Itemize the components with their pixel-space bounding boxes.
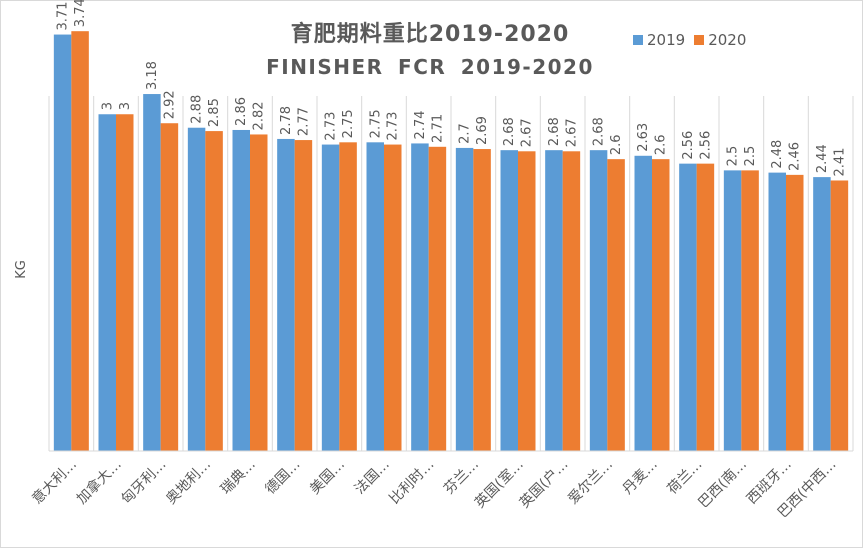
x-tick-label: 比利时…	[387, 457, 438, 508]
data-label-2020: 2.46	[788, 142, 803, 171]
bar-2020	[607, 159, 625, 451]
bar-2020	[831, 180, 849, 451]
data-label-2020: 2.67	[564, 118, 579, 147]
bar-2019	[367, 142, 385, 451]
data-label-2020: 2.92	[162, 90, 177, 119]
x-tick-label: 丹麦…	[620, 457, 661, 498]
bar-2020	[473, 149, 491, 451]
data-label-2019: 2.44	[815, 144, 830, 173]
bar-2020	[429, 147, 447, 451]
bar-2019	[322, 145, 340, 451]
bar-2019	[188, 128, 206, 451]
bar-2020	[563, 151, 581, 451]
bar-2019	[679, 164, 697, 451]
bar-2020	[697, 164, 715, 451]
data-label-2020: 2.41	[832, 148, 847, 177]
data-label-2020: 2.56	[698, 131, 713, 160]
bar-2019	[724, 170, 742, 451]
data-label-2020: 2.82	[252, 102, 267, 131]
x-tick-label: 意大利…	[29, 456, 81, 508]
x-tick-label: 德国…	[262, 457, 303, 498]
data-label-2019: 2.86	[234, 97, 249, 126]
data-label-2019: 2.68	[547, 117, 562, 146]
bar-2019	[813, 177, 831, 451]
data-label-2019: 2.75	[368, 109, 383, 138]
x-tick-label: 奥地利…	[163, 456, 215, 508]
bar-2020	[161, 123, 179, 451]
bar-2019	[501, 150, 519, 451]
bar-2019	[545, 150, 563, 451]
data-label-2019: 2.78	[279, 106, 294, 135]
data-label-2019: 3.71	[56, 2, 71, 31]
bar-2019	[99, 114, 117, 451]
bar-2020	[71, 31, 89, 451]
bar-2019	[769, 173, 787, 451]
data-label-2020: 2.67	[520, 118, 535, 147]
data-label-2019: 2.88	[190, 95, 205, 124]
x-tick-label: 法国…	[352, 457, 393, 498]
chart: 育肥期料重比2019-2020 FINISHER FCR 2019-2020 2…	[0, 0, 863, 548]
bar-2019	[54, 35, 71, 451]
data-label-2020: 3.74	[73, 0, 88, 27]
data-label-2020: 3	[118, 102, 133, 110]
x-tick-label: 美国…	[307, 457, 348, 498]
data-label-2019: 3	[100, 102, 115, 110]
data-label-2020: 2.6	[609, 134, 624, 155]
data-label-2019: 2.74	[413, 110, 428, 139]
data-label-2020: 2.71	[430, 114, 445, 143]
data-label-2020: 2.69	[475, 116, 490, 145]
bar-2020	[205, 131, 223, 451]
data-label-2020: 2.75	[341, 109, 356, 138]
x-tick-label: 匈牙利…	[119, 457, 170, 508]
bar-2019	[143, 94, 161, 451]
bar-2019	[277, 139, 295, 451]
bar-2019	[456, 148, 474, 451]
data-label-2019: 2.48	[770, 140, 785, 169]
data-label-2019: 3.18	[145, 61, 160, 90]
bar-2020	[384, 145, 402, 451]
data-label-2019: 2.68	[592, 117, 607, 146]
bar-2019	[635, 156, 653, 451]
data-label-2019: 2.68	[502, 117, 517, 146]
data-label-2020: 2.77	[296, 107, 311, 136]
x-tick-label: 巴西(南…	[695, 457, 750, 512]
x-tick-label: 芬兰…	[441, 457, 482, 498]
bar-2020	[786, 175, 804, 451]
x-tick-label: 瑞典…	[218, 457, 259, 498]
bar-2019	[411, 143, 429, 451]
bar-2020	[339, 142, 357, 451]
bar-2020	[116, 114, 134, 451]
bar-2020	[652, 159, 670, 451]
bar-2020	[741, 170, 759, 451]
data-label-2019: 2.63	[636, 123, 651, 152]
data-label-2019: 2.7	[458, 123, 473, 144]
bar-2019	[590, 150, 608, 451]
data-label-2019: 2.56	[681, 131, 696, 160]
data-label-2020: 2.5	[743, 146, 758, 167]
x-tick-label: 爱尔兰…	[565, 457, 616, 508]
x-tick-label: 加拿大…	[73, 456, 125, 508]
x-tick-label: 荷兰…	[664, 457, 705, 498]
data-label-2020: 2.73	[386, 112, 401, 141]
data-label-2020: 2.85	[207, 98, 222, 127]
bar-2020	[295, 140, 313, 451]
data-label-2020: 2.6	[654, 134, 669, 155]
x-tick-label: 英国(户…	[516, 456, 571, 511]
bar-2020	[250, 134, 268, 451]
data-label-2019: 2.5	[726, 146, 741, 167]
bar-2020	[518, 151, 536, 451]
plot-area: 3.71 3.74 意大利… 3 3 加拿大… 3.182.92 匈牙利… 2.88 2.85 奥地…	[0, 0, 863, 548]
data-label-2019: 2.73	[324, 112, 339, 141]
bar-2019	[233, 130, 251, 451]
